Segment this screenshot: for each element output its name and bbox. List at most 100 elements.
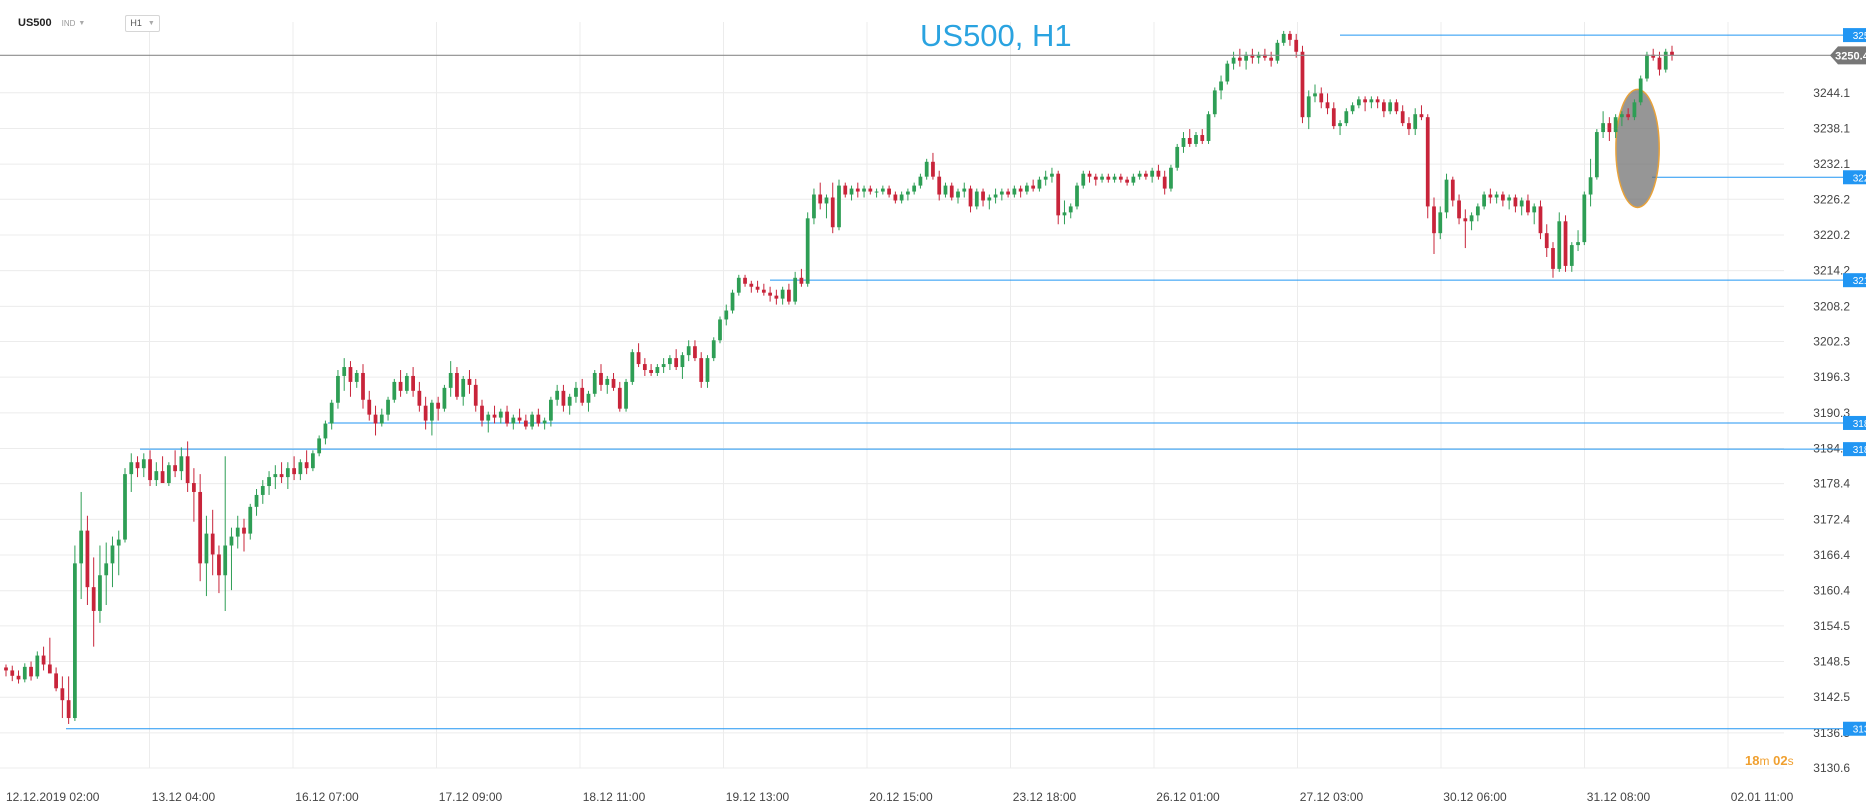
x-tick-label: 23.12 18:00 <box>1013 790 1077 804</box>
candle-body <box>1093 176 1098 180</box>
highlight-layer <box>1615 88 1660 209</box>
candle <box>1532 203 1537 225</box>
candle <box>317 435 322 457</box>
candle <box>35 651 40 679</box>
candle-body <box>123 474 127 540</box>
price-level-tag <box>1843 442 1866 457</box>
candle-body <box>1569 245 1574 266</box>
candle <box>354 370 359 388</box>
candle <box>949 182 954 201</box>
instrument-type-selector[interactable]: IND ▼ <box>62 19 86 28</box>
candle-body <box>912 185 917 192</box>
candle-body <box>624 381 628 409</box>
candle <box>135 456 140 478</box>
candle-body <box>1526 200 1530 213</box>
y-tick-label: 3178.4 <box>1813 477 1850 491</box>
candle-body <box>423 405 428 421</box>
candle <box>1212 87 1217 118</box>
candle-body <box>1576 242 1580 246</box>
candle <box>1137 170 1142 180</box>
candle <box>1576 230 1580 252</box>
candle <box>1225 60 1230 85</box>
candle-body <box>373 414 378 424</box>
candle-body <box>248 506 253 534</box>
candle-body <box>492 414 497 418</box>
candle-body <box>1300 51 1305 118</box>
candle <box>123 468 127 543</box>
candle-body <box>141 459 146 469</box>
candle-body <box>1313 93 1317 97</box>
y-tick-label: 3226.2 <box>1813 192 1850 206</box>
countdown-minutes-unit: m <box>1759 754 1770 768</box>
candle <box>1175 143 1180 171</box>
candle <box>1162 170 1167 195</box>
candle-body <box>736 277 741 293</box>
candle <box>1062 200 1067 225</box>
candle <box>461 375 466 406</box>
candle <box>1050 167 1054 183</box>
candle <box>166 462 171 487</box>
candle-body <box>73 563 77 719</box>
candle <box>1087 170 1092 183</box>
timeframe-selector[interactable]: H1 ▼ <box>125 14 160 32</box>
candle-body <box>1413 114 1418 130</box>
candle-body <box>386 399 390 415</box>
candle <box>768 286 772 302</box>
candle-body <box>1225 63 1230 82</box>
candle-body <box>1068 206 1073 213</box>
candle-body <box>185 456 190 484</box>
candle <box>906 188 910 201</box>
candle <box>54 667 58 692</box>
candle <box>1081 170 1086 189</box>
candle-body <box>693 346 697 359</box>
symbol-label[interactable]: US500 <box>18 17 52 29</box>
candle-body <box>179 456 184 472</box>
candle-body <box>649 370 653 373</box>
candle <box>780 286 785 305</box>
candle <box>1394 99 1399 115</box>
candle-body <box>567 396 572 406</box>
candle-body <box>642 364 647 371</box>
candle-body <box>1382 102 1386 112</box>
candle <box>204 515 209 597</box>
candle-body <box>1200 135 1205 141</box>
candle <box>605 375 610 394</box>
candle-body <box>605 378 610 385</box>
candle <box>1601 111 1605 139</box>
candle-body <box>1563 221 1568 266</box>
candle-body <box>1275 42 1280 61</box>
timeframe-label: H1 <box>130 18 142 28</box>
candle <box>611 372 616 391</box>
candle <box>1012 185 1017 198</box>
candle-body <box>1350 105 1355 112</box>
candle-body <box>1488 194 1493 198</box>
y-tick-label: 3244.1 <box>1813 86 1850 100</box>
candle <box>899 191 904 204</box>
y-tick-label: 3154.5 <box>1813 619 1850 633</box>
candle-body <box>1043 176 1048 180</box>
candle <box>943 182 948 198</box>
time-axis: 12.12.2019 02:00 13.12 04:00 16.12 07:00 17… <box>6 790 1794 804</box>
y-tick-label: 3214.2 <box>1813 264 1850 278</box>
candle-body <box>1338 123 1342 127</box>
candle <box>10 665 15 682</box>
candle <box>1363 96 1367 112</box>
candle <box>630 349 635 385</box>
candle-body <box>204 533 209 564</box>
candle-body <box>430 402 434 421</box>
candle-body <box>1432 206 1436 234</box>
candle <box>73 545 77 722</box>
y-tick-label: 3184.3 <box>1813 442 1850 456</box>
candle-body <box>1012 188 1017 195</box>
candle-body <box>480 405 484 421</box>
candle-body <box>235 527 240 537</box>
candle <box>292 456 296 481</box>
price-levels: 3253.8 3229.9 3212.6 3188.6 3184.2 3137.2 <box>66 28 1866 736</box>
candle-body <box>223 545 228 576</box>
candle-body <box>1131 176 1136 183</box>
candle-body <box>242 527 246 534</box>
candle-body <box>718 319 722 341</box>
candle-body <box>22 666 27 680</box>
candle-body <box>1237 57 1242 61</box>
